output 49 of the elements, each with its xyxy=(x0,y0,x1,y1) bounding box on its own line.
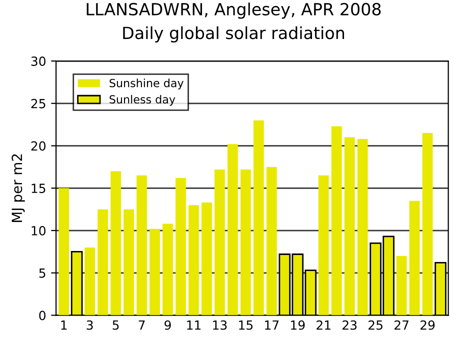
x-tick-label: 5 xyxy=(112,320,119,330)
bar xyxy=(409,200,420,316)
x-tick-label: 1 xyxy=(61,320,67,330)
x-tick-label: 17 xyxy=(265,320,279,330)
y-tick-label: 20 xyxy=(31,141,46,151)
x-tick-label: 23 xyxy=(342,320,357,330)
y-tick-label: 0 xyxy=(39,310,46,320)
bar xyxy=(136,175,147,316)
bar xyxy=(331,126,342,316)
chart-subtitle: Daily global solar radiation xyxy=(123,26,344,42)
x-tick-label: 25 xyxy=(368,320,382,330)
bar xyxy=(253,120,264,316)
y-tick-label: 25 xyxy=(31,98,46,108)
bar xyxy=(228,144,238,316)
x-tick-label: 29 xyxy=(420,320,435,330)
x-tick-label: 11 xyxy=(187,320,201,330)
bar xyxy=(202,202,212,316)
y-tick-label: 30 xyxy=(31,56,46,66)
legend-label: Sunless day xyxy=(110,94,176,106)
bar xyxy=(188,205,199,316)
bar xyxy=(150,228,160,316)
x-tick-label: 21 xyxy=(316,320,330,330)
bar xyxy=(344,137,355,316)
x-tick-label: 3 xyxy=(86,320,93,330)
bar xyxy=(240,170,251,316)
bar xyxy=(176,178,186,316)
y-tick-label: 5 xyxy=(39,268,46,278)
bar xyxy=(58,188,70,316)
bar xyxy=(162,224,173,316)
legend-label: Sunshine day xyxy=(110,78,184,90)
bar xyxy=(110,171,121,316)
bar xyxy=(396,256,407,316)
y-tick-label: 15 xyxy=(32,184,46,194)
bar xyxy=(84,247,96,316)
chart-title: LLANSADWRN, Anglesey, APR 2008 xyxy=(86,2,381,19)
x-tick-label: 15 xyxy=(239,320,253,330)
y-tick-label: 10 xyxy=(32,226,46,236)
bar xyxy=(422,133,433,316)
bar xyxy=(214,170,225,316)
x-tick-label: 19 xyxy=(291,320,305,330)
bar xyxy=(98,209,108,316)
bar xyxy=(266,166,277,316)
bar xyxy=(318,175,329,316)
bar xyxy=(124,209,134,316)
x-tick-label: 27 xyxy=(394,320,408,330)
x-tick-label: 13 xyxy=(213,320,227,330)
y-axis-title: MJ per m2 xyxy=(12,154,25,222)
x-tick-label: 9 xyxy=(164,320,171,330)
x-tick-label: 7 xyxy=(138,320,145,330)
